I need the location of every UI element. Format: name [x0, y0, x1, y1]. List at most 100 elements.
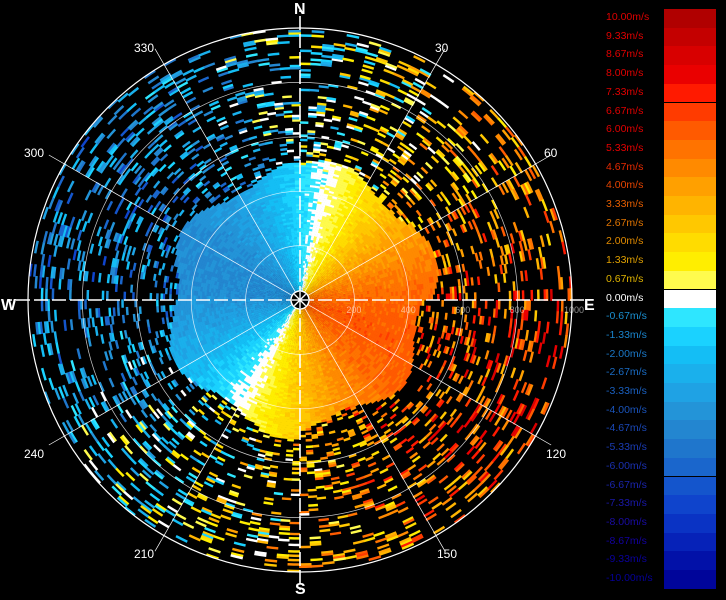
velocity-bin — [330, 182, 338, 186]
velocity-bin — [346, 472, 356, 478]
velocity-bin — [539, 235, 545, 248]
velocity-bin — [397, 506, 409, 514]
velocity-bin — [300, 264, 302, 268]
velocity-bin — [331, 55, 344, 61]
velocity-bin — [305, 160, 313, 164]
velocity-bin — [300, 166, 307, 170]
velocity-bin — [331, 211, 337, 216]
velocity-bin — [350, 175, 358, 180]
velocity-bin — [490, 165, 499, 176]
velocity-bin — [300, 286, 302, 290]
velocity-bin — [306, 274, 309, 278]
velocity-bin — [307, 272, 310, 276]
velocity-bin — [309, 186, 316, 191]
velocity-bin — [308, 202, 314, 206]
velocity-bin — [463, 418, 472, 428]
velocity-bin — [426, 460, 436, 469]
velocity-bin — [300, 277, 302, 281]
velocity-bin — [349, 484, 359, 490]
velocity-bin — [315, 299, 318, 301]
velocity-bin — [455, 242, 461, 251]
velocity-bin — [304, 184, 311, 188]
velocity-bin — [465, 270, 469, 279]
velocity-bin — [304, 204, 309, 207]
velocity-bin — [331, 179, 338, 184]
velocity-bin — [338, 191, 345, 196]
velocity-bin — [462, 185, 470, 195]
velocity-bin — [342, 57, 355, 63]
velocity-bin — [441, 496, 453, 506]
velocity-bin — [304, 197, 310, 201]
velocity-bin — [528, 300, 531, 311]
velocity-bin — [335, 211, 341, 216]
velocity-bin — [320, 59, 333, 63]
velocity-bin — [307, 114, 317, 118]
velocity-bin — [434, 317, 439, 325]
velocity-bin — [328, 297, 331, 299]
velocity-bin — [310, 217, 315, 221]
velocity-bin — [335, 185, 342, 190]
velocity-bin — [354, 181, 361, 187]
velocity-bin — [308, 232, 312, 236]
velocity-bin — [481, 232, 488, 243]
velocity-bin — [346, 185, 353, 190]
velocity-bin — [450, 326, 455, 335]
velocity-bin — [378, 48, 392, 55]
velocity-bin — [340, 168, 348, 174]
velocity-bin — [301, 258, 304, 261]
velocity-bin — [302, 280, 304, 283]
velocity-bin — [494, 274, 498, 284]
velocity-bin — [478, 259, 483, 269]
velocity-bin — [308, 248, 312, 252]
velocity-bin — [339, 189, 346, 194]
velocity-bin — [308, 204, 313, 208]
velocity-bin — [497, 300, 501, 310]
velocity-bin — [341, 197, 348, 202]
velocity-bin — [303, 278, 305, 281]
velocity-bin — [326, 145, 335, 150]
velocity-bin — [332, 300, 336, 302]
velocity-bin — [304, 186, 311, 190]
velocity-bin — [327, 196, 333, 201]
velocity-bin — [423, 358, 429, 366]
velocity-bin — [491, 452, 501, 464]
velocity-bin — [477, 307, 481, 317]
velocity-bin — [310, 250, 314, 254]
velocity-bin — [303, 221, 308, 225]
velocity-bin — [447, 259, 452, 268]
velocity-bin — [379, 183, 387, 190]
velocity-bin — [322, 43, 335, 48]
velocity-bin — [328, 206, 334, 211]
velocity-bin — [524, 270, 528, 282]
velocity-bin — [309, 273, 313, 277]
velocity-bin — [304, 287, 307, 291]
velocity-bin — [394, 500, 406, 508]
velocity-bin — [417, 384, 424, 392]
velocity-bin — [307, 217, 312, 221]
velocity-bin — [389, 82, 401, 90]
velocity-bin — [524, 329, 529, 341]
velocity-bin — [472, 481, 484, 492]
velocity-bin — [449, 408, 458, 418]
velocity-bin — [426, 383, 433, 391]
velocity-bin — [337, 195, 343, 200]
velocity-bin — [424, 161, 433, 170]
velocity-bin — [310, 276, 313, 279]
velocity-bin — [497, 282, 501, 293]
velocity-bin — [373, 531, 385, 538]
velocity-bin — [401, 406, 408, 413]
velocity-bin — [302, 247, 305, 251]
velocity-bin — [303, 282, 305, 286]
velocity-bin — [435, 220, 442, 229]
velocity-bin — [309, 228, 313, 232]
velocity-bin — [365, 90, 376, 96]
velocity-bin — [300, 188, 306, 192]
velocity-bin — [301, 284, 303, 288]
velocity-bin — [558, 346, 564, 359]
velocity-bin — [300, 134, 308, 137]
velocity-bin — [301, 256, 304, 259]
velocity-bin — [305, 173, 312, 177]
velocity-bin — [355, 49, 368, 55]
velocity-bin — [359, 74, 371, 81]
velocity-bin — [305, 175, 312, 179]
